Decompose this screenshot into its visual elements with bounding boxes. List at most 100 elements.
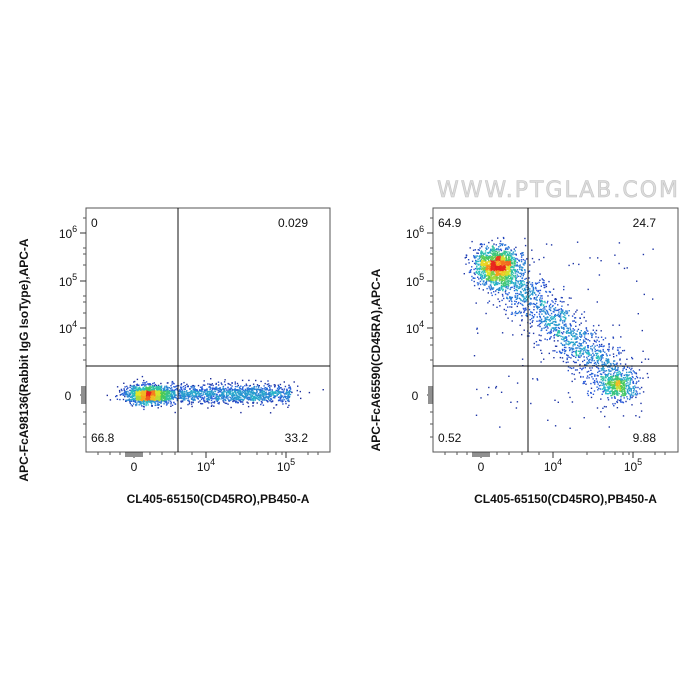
event-dot	[510, 266, 512, 269]
event-dot	[522, 304, 524, 307]
event-dot	[218, 394, 221, 396]
event-dot	[529, 288, 531, 290]
event-dot	[155, 397, 157, 400]
event-dot	[553, 320, 555, 323]
event-dot	[612, 348, 614, 350]
event-dot	[192, 384, 194, 387]
event-dot	[548, 318, 551, 321]
event-dot	[557, 309, 559, 311]
event-dot	[144, 394, 146, 396]
event-dot	[519, 268, 521, 271]
event-dot	[255, 386, 257, 388]
event-dot	[158, 394, 160, 396]
event-dot	[272, 394, 275, 396]
event-dot	[517, 286, 519, 288]
event-dot	[166, 403, 168, 405]
event-dot	[236, 396, 238, 399]
event-dot	[597, 368, 600, 370]
event-dot	[207, 383, 209, 385]
event-dot	[126, 393, 128, 396]
event-dot	[137, 393, 139, 395]
event-dot	[179, 390, 181, 392]
event-dot	[234, 400, 236, 402]
event-dot	[494, 284, 496, 286]
event-dot	[465, 256, 467, 258]
event-dot	[508, 247, 510, 249]
event-dot	[539, 311, 541, 313]
event-dot	[255, 392, 257, 394]
event-dot	[516, 305, 518, 308]
event-dot	[632, 395, 634, 397]
event-dot	[507, 287, 509, 290]
event-dot	[203, 389, 206, 392]
event-dot	[541, 300, 543, 302]
event-dot	[507, 254, 509, 256]
event-dot	[522, 285, 524, 287]
event-dot	[236, 400, 238, 403]
event-dot	[533, 302, 535, 305]
event-dot	[201, 391, 203, 393]
event-dot	[504, 284, 507, 287]
event-dot	[590, 348, 592, 350]
event-dot	[119, 398, 121, 401]
event-dot	[480, 278, 483, 280]
event-dot	[164, 385, 166, 388]
event-dot	[264, 392, 267, 394]
event-dot	[570, 333, 572, 335]
event-dot	[522, 263, 524, 265]
event-dot	[474, 263, 477, 265]
event-dot	[137, 397, 140, 399]
event-dot	[129, 402, 131, 404]
event-dot	[508, 273, 511, 275]
event-dot	[209, 395, 211, 398]
event-dot	[170, 389, 172, 391]
event-dot	[480, 273, 482, 276]
event-dot	[507, 306, 509, 308]
event-dot	[512, 276, 514, 278]
event-dot	[485, 271, 487, 273]
event-dot	[522, 300, 524, 302]
event-dot	[288, 395, 291, 398]
event-dot	[495, 276, 497, 279]
event-dot	[585, 320, 587, 322]
event-dot	[143, 392, 145, 394]
event-dot	[172, 393, 175, 395]
event-dot	[610, 362, 612, 365]
event-dot	[483, 280, 485, 282]
event-dot	[128, 392, 130, 394]
event-dot	[180, 383, 183, 385]
event-dot	[573, 320, 575, 322]
event-dot	[174, 394, 176, 396]
event-dot	[620, 399, 622, 401]
event-dot	[198, 396, 200, 398]
event-dot	[187, 395, 189, 397]
event-dot	[109, 399, 112, 401]
event-dot	[521, 268, 523, 270]
event-dot	[503, 263, 506, 266]
event-dot	[518, 280, 520, 282]
event-dot	[259, 397, 261, 399]
event-dot	[183, 395, 185, 397]
event-dot	[551, 300, 553, 302]
event-dot	[583, 336, 586, 338]
event-dot	[509, 258, 511, 260]
event-dot	[611, 377, 613, 380]
event-dot	[130, 395, 133, 398]
event-dot	[195, 394, 197, 397]
event-dot	[116, 386, 119, 388]
event-dot	[488, 241, 490, 244]
event-dot	[287, 400, 289, 402]
event-dot	[270, 393, 272, 395]
event-dot	[182, 394, 184, 397]
event-dot	[509, 271, 512, 273]
event-dot	[129, 384, 132, 387]
event-dot	[221, 391, 223, 394]
event-dot	[160, 400, 162, 402]
event-dot	[209, 386, 211, 388]
event-dot	[549, 319, 551, 322]
event-dot	[504, 291, 507, 293]
event-dot	[587, 339, 589, 341]
event-dot	[224, 402, 226, 404]
event-dot	[122, 398, 125, 401]
